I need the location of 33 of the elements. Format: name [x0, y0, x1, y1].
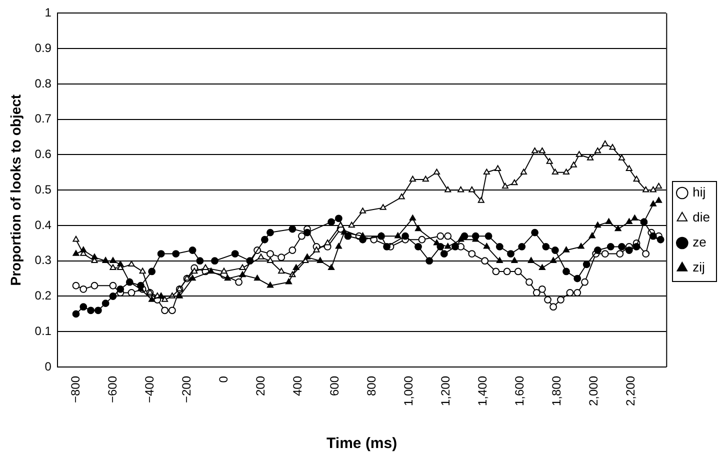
x-tick-label: 2,000: [586, 376, 600, 406]
y-tick-label: 0.1: [34, 324, 52, 338]
x-tick-label: 600: [327, 376, 342, 396]
x-tick-label: −200: [179, 376, 194, 404]
x-tick-label: 1,200: [438, 376, 452, 406]
x-tick-label: 0: [216, 376, 230, 383]
x-tick-label: 1,600: [512, 376, 526, 406]
x-axis-title: Time (ms): [326, 435, 398, 452]
legend-label: ze: [692, 234, 706, 250]
x-tick-label: 800: [364, 376, 378, 396]
legend-label: hij: [692, 184, 706, 200]
legend-label: zij: [692, 260, 706, 275]
x-tick-label: 200: [253, 376, 268, 396]
x-tick-label: 1,000: [401, 376, 416, 406]
y-tick-label: 0.8: [34, 76, 52, 90]
x-tick-label: 1,400: [475, 376, 490, 406]
y-tick-label: 0.3: [34, 253, 52, 268]
x-tick-label: 2,200: [623, 376, 638, 406]
x-tick-label: 1,800: [549, 376, 564, 406]
legend-label: die: [692, 210, 710, 225]
y-tick-label: 0.9: [34, 40, 52, 55]
y-tick-label: 0.4: [34, 218, 52, 232]
y-tick-label: 0.7: [34, 112, 52, 126]
x-tick-label: −400: [142, 376, 156, 404]
x-tick-label: 400: [290, 376, 304, 396]
y-tick-label: 0.6: [34, 147, 52, 162]
x-tick-label: −600: [105, 376, 120, 404]
y-tick-label: 0: [44, 359, 52, 374]
y-tick-label: 1: [44, 6, 52, 20]
y-tick-label: 0.2: [34, 288, 52, 303]
y-tick-label: 0.5: [34, 182, 52, 196]
x-tick-label: −800: [68, 376, 82, 404]
y-axis-title: Proportion of looks to object: [7, 94, 24, 286]
